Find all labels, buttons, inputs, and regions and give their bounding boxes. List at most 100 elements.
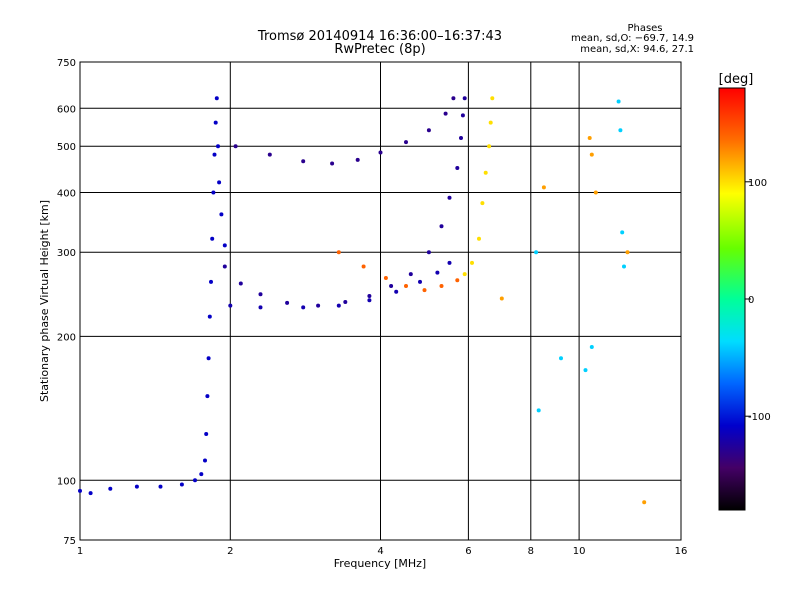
y-tick-labels: 75 100 200 300 400 500 600 750: [57, 58, 76, 547]
y-tick-label: 300: [57, 248, 76, 259]
data-point: [559, 356, 563, 361]
x-tick-label: 10: [573, 546, 586, 557]
data-point: [228, 303, 233, 308]
data-point: [258, 292, 263, 297]
stats-o-line: mean, sd,O: −69.7, 14.9: [571, 33, 694, 44]
data-point: [78, 488, 82, 493]
data-point: [488, 120, 493, 125]
data-point: [210, 236, 215, 241]
data-point: [439, 284, 444, 288]
data-point: [213, 120, 218, 125]
data-point: [589, 152, 594, 157]
y-tick-label: 100: [57, 476, 76, 487]
x-tick-label: 2: [227, 546, 233, 557]
data-point: [487, 144, 492, 149]
data-point: [285, 300, 290, 305]
data-point: [389, 284, 394, 288]
data-point: [583, 368, 588, 373]
data-point: [330, 161, 335, 166]
data-point: [301, 305, 306, 310]
data-point: [455, 278, 460, 283]
x-tick-label: 16: [675, 546, 688, 557]
data-point: [343, 300, 348, 304]
data-point: [179, 482, 184, 487]
data-point: [642, 500, 647, 505]
x-tick-label: 6: [465, 546, 471, 557]
y-tick-label: 500: [57, 142, 76, 153]
data-point: [207, 314, 212, 319]
data-point: [222, 243, 227, 248]
data-point: [258, 305, 263, 310]
data-point: [470, 260, 474, 265]
data-point: [212, 152, 217, 157]
data-point: [394, 289, 399, 294]
data-point: [336, 303, 341, 308]
data-point: [108, 486, 113, 491]
data-point: [435, 270, 440, 275]
colorbar-ticks: 100 0 -100: [745, 178, 771, 423]
data-point: [460, 113, 465, 118]
data-point: [316, 303, 321, 308]
data-point: [447, 195, 452, 200]
data-point: [480, 201, 485, 206]
data-point: [625, 250, 630, 255]
data-point: [536, 408, 541, 413]
data-point: [439, 224, 444, 229]
data-point: [219, 212, 224, 217]
data-point: [499, 296, 504, 301]
data-point: [483, 170, 488, 175]
data-point: [217, 180, 222, 185]
data-point: [616, 99, 621, 104]
data-point: [459, 136, 463, 140]
data-point: [204, 432, 209, 436]
data-point: [455, 166, 460, 170]
x-tick-label: 8: [528, 546, 534, 557]
y-tick-label: 200: [57, 332, 76, 343]
x-tick-label: 4: [377, 546, 383, 557]
data-point: [301, 159, 306, 164]
y-axis-label: Stationary phase Virtual Height [km]: [38, 200, 51, 402]
y-tick-label: 750: [57, 58, 76, 69]
data-point: [205, 394, 210, 399]
data-point: [88, 491, 93, 496]
x-tick-labels: 1 2 4 6 8 10 16: [77, 546, 688, 557]
data-point: [193, 478, 197, 483]
data-point: [541, 185, 546, 190]
data-point: [267, 152, 272, 157]
y-tick-label: 75: [63, 536, 76, 547]
data-point: [418, 279, 422, 284]
data-point: [534, 250, 539, 255]
data-point: [203, 458, 207, 463]
colorbar: [718, 87, 746, 511]
plot-area: 1 2 4 6 8 10 16 75 100 200 300 400 500 600 750: [57, 58, 687, 557]
y-tick-label: 600: [57, 104, 76, 115]
chart-title: Tromsø 20140914 16:36:00–16:37:43: [257, 29, 502, 44]
data-point: [408, 272, 413, 277]
data-point: [477, 236, 481, 241]
stats-x-line: mean, sd,X: 94.6, 27.1: [580, 44, 694, 55]
chart-subtitle: RwPretec (8p): [334, 42, 425, 57]
data-points: [78, 96, 647, 505]
data-point: [199, 472, 204, 477]
data-point: [214, 96, 219, 101]
data-point: [618, 128, 623, 133]
data-point: [426, 250, 431, 255]
colorbar-label: [deg]: [719, 72, 754, 87]
data-point: [620, 230, 625, 235]
colorbar-tick-label: 100: [748, 178, 767, 189]
colorbar-tick-label: 0: [748, 295, 754, 306]
grid-lines: [80, 62, 681, 540]
data-point: [462, 96, 467, 101]
data-point: [451, 96, 456, 101]
data-point: [426, 128, 431, 133]
stats-header: Phases: [627, 23, 662, 34]
data-point: [593, 190, 598, 195]
data-point: [222, 264, 227, 269]
data-point: [209, 279, 213, 284]
data-point: [134, 484, 139, 489]
data-point: [211, 190, 216, 195]
data-point: [622, 264, 626, 269]
data-point: [336, 250, 341, 255]
data-point: [462, 272, 467, 277]
